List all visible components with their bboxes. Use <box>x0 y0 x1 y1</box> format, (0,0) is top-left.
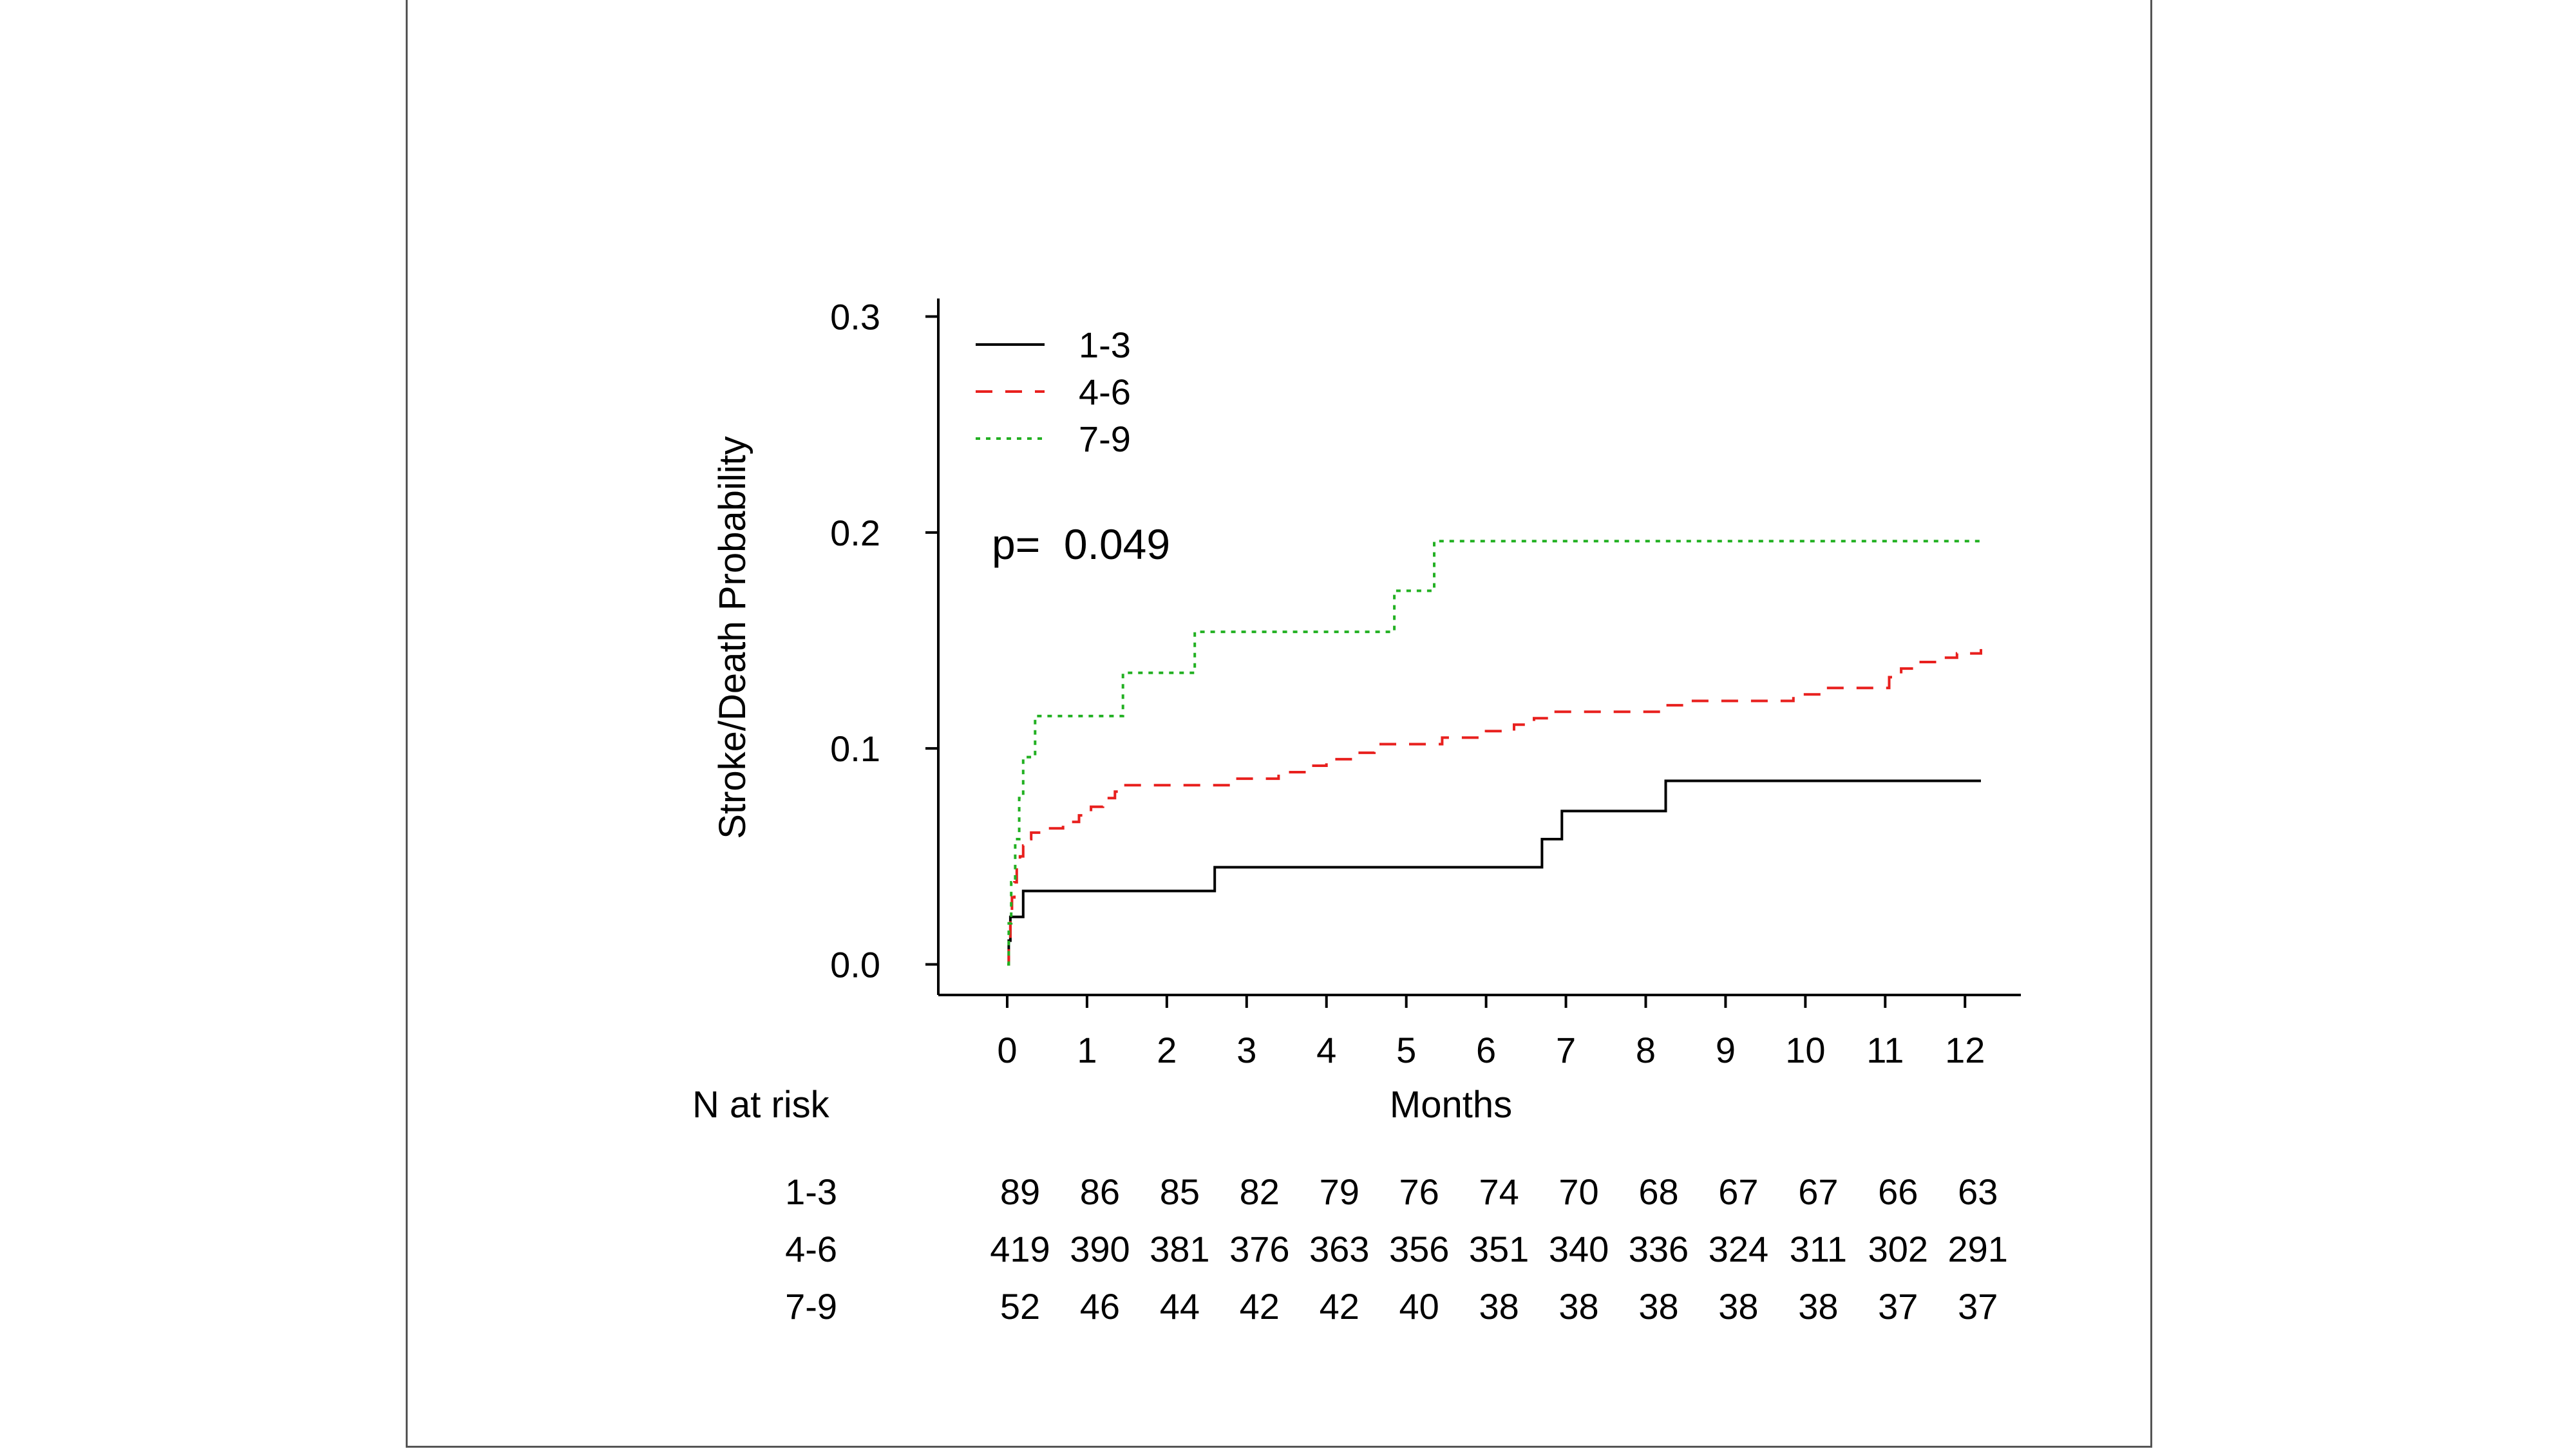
y-tick-label: 0.1 <box>830 728 880 769</box>
risk-value: 302 <box>1868 1229 1928 1269</box>
series-line-1-3 <box>1007 779 1981 966</box>
risk-row-label: 7-9 <box>785 1286 837 1327</box>
x-tick-label: 9 <box>1716 1030 1736 1070</box>
x-tick-label: 12 <box>1945 1030 1985 1070</box>
x-tick-label: 0 <box>997 1030 1017 1070</box>
risk-value: 311 <box>1790 1229 1847 1269</box>
risk-value: 38 <box>1479 1286 1519 1327</box>
risk-value: 356 <box>1389 1229 1449 1269</box>
risk-value: 68 <box>1638 1171 1678 1212</box>
risk-value: 74 <box>1479 1171 1519 1212</box>
risk-value: 37 <box>1958 1286 1998 1327</box>
risk-value: 66 <box>1878 1171 1918 1212</box>
risk-value: 82 <box>1240 1171 1280 1212</box>
y-tick-label: 0.3 <box>830 297 880 337</box>
x-tick-label: 8 <box>1636 1030 1656 1070</box>
risk-value: 390 <box>1070 1229 1130 1269</box>
risk-value: 46 <box>1080 1286 1120 1327</box>
risk-value: 38 <box>1638 1286 1678 1327</box>
axes: 0.00.10.20.30 1 2 3 4 5 6 7 8 9 10 11 12 <box>830 297 2021 1070</box>
risk-value: 42 <box>1240 1286 1280 1327</box>
risk-value: 351 <box>1469 1229 1529 1269</box>
risk-value: 40 <box>1399 1286 1439 1327</box>
risk-table-title: N at risk <box>692 1084 830 1126</box>
risk-row-label: 4-6 <box>785 1229 837 1269</box>
risk-value: 376 <box>1229 1229 1289 1269</box>
x-axis-label: Months <box>1390 1084 1512 1126</box>
risk-value: 89 <box>1000 1171 1040 1212</box>
risk-value: 67 <box>1718 1171 1758 1212</box>
y-tick-label: 0.0 <box>830 944 880 985</box>
risk-value: 419 <box>990 1229 1050 1269</box>
x-tick-label: 5 <box>1396 1030 1416 1070</box>
risk-value: 76 <box>1399 1171 1439 1212</box>
x-tick-label: 11 <box>1866 1030 1904 1070</box>
x-tick-label: 7 <box>1556 1030 1576 1070</box>
legend-label: 7-9 <box>1079 419 1131 459</box>
y-axis-label: Stroke/Death Probability <box>712 436 753 838</box>
risk-value: 363 <box>1309 1229 1369 1269</box>
risk-value: 381 <box>1150 1229 1209 1269</box>
risk-value: 37 <box>1878 1286 1918 1327</box>
risk-value: 324 <box>1709 1229 1768 1269</box>
risk-value: 336 <box>1629 1229 1689 1269</box>
y-tick-label: 0.2 <box>830 513 880 553</box>
legend-label: 1-3 <box>1079 325 1131 365</box>
risk-value: 38 <box>1718 1286 1758 1327</box>
x-tick-label: 3 <box>1236 1030 1256 1070</box>
series-lines <box>1007 540 1982 966</box>
x-tick-label: 6 <box>1476 1030 1496 1070</box>
risk-value: 291 <box>1948 1229 2008 1269</box>
x-tick-label: 2 <box>1157 1030 1177 1070</box>
p-value-annotation: p= 0.049 <box>992 520 1170 568</box>
risk-table: 1-3 89 86 85 82 79 76 74 70 68 67 67 66 63 4-6 419 390 38… <box>785 1171 2008 1327</box>
risk-value: 52 <box>1000 1286 1040 1327</box>
risk-value: 38 <box>1558 1286 1598 1327</box>
x-tick-label: 4 <box>1316 1030 1336 1070</box>
risk-value: 340 <box>1549 1229 1609 1269</box>
risk-value: 44 <box>1160 1286 1200 1327</box>
risk-value: 42 <box>1320 1286 1359 1327</box>
risk-value: 85 <box>1160 1171 1200 1212</box>
legend-label: 4-6 <box>1079 372 1131 412</box>
legend: 1-3 4-6 7-9 <box>976 325 1131 459</box>
risk-value: 86 <box>1080 1171 1120 1212</box>
risk-value: 38 <box>1798 1286 1838 1327</box>
risk-row-label: 1-3 <box>785 1171 837 1212</box>
risk-value: 70 <box>1558 1171 1598 1212</box>
x-tick-label: 10 <box>1785 1030 1825 1070</box>
risk-value: 79 <box>1320 1171 1359 1212</box>
figure-frame <box>406 0 2152 1448</box>
series-line-4-6 <box>1007 649 1982 966</box>
risk-value: 67 <box>1798 1171 1838 1212</box>
x-tick-label: 1 <box>1077 1030 1097 1070</box>
risk-value: 63 <box>1958 1171 1998 1212</box>
series-line-7-9 <box>1007 540 1981 966</box>
